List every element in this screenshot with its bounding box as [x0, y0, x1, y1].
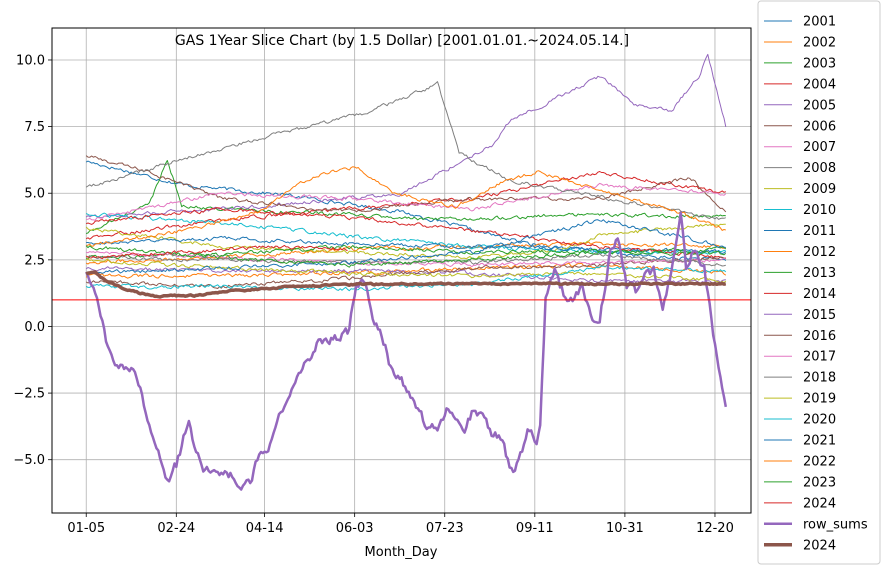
- legend-entry: 2021: [803, 434, 836, 449]
- series-line-2021: [86, 219, 726, 274]
- x-axis-ticks: 01-05 02-24 04-14 06-03 07-23 09-11 10-31 12-20: [67, 513, 734, 536]
- legend-entry: 2007: [803, 140, 836, 155]
- legend-entry: 2015: [803, 308, 836, 323]
- y-tick-label: −2.5: [13, 387, 45, 402]
- series-line-2022: [85, 166, 726, 247]
- series-line-2020: [85, 265, 727, 292]
- series-line-2010: [85, 212, 726, 255]
- x-tick-label: 10-31: [606, 521, 644, 536]
- series-line-2016: [85, 256, 727, 289]
- legend-entry: 2011: [803, 224, 836, 239]
- series-line-2018: [86, 252, 726, 267]
- series-line-2001: [85, 160, 727, 261]
- x-tick-label: 06-03: [336, 521, 374, 536]
- legend-entry: 2001: [803, 15, 836, 30]
- legend-entry: 2005: [803, 98, 836, 113]
- series-line-2007: [86, 182, 727, 221]
- legend-entry: 2009: [803, 182, 836, 197]
- legend-entry: 2018: [803, 371, 836, 386]
- series-line-2003: [86, 160, 726, 235]
- series-line-2012: [85, 262, 727, 279]
- legend-entry: 2016: [803, 329, 836, 344]
- y-tick-label: 2.5: [24, 253, 45, 268]
- series-line-2019: [85, 258, 727, 284]
- legend-entry: 2020: [803, 413, 836, 428]
- x-tick-label: 12-20: [696, 521, 734, 536]
- legend-entry: 2023: [803, 475, 836, 490]
- legend-entry: 2008: [803, 161, 836, 176]
- y-tick-label: −5.0: [13, 453, 45, 468]
- legend-entry: 2002: [803, 35, 836, 50]
- legend-entry: row_sums: [803, 517, 868, 532]
- x-axis-label: Month_Day: [365, 545, 438, 560]
- legend-frame: [757, 0, 881, 565]
- x-tick-label: 07-23: [426, 521, 464, 536]
- series-line-row_sums: [85, 211, 728, 491]
- y-tick-label: 5.0: [24, 187, 45, 202]
- y-axis-ticks: −5.0 −2.5 0.0 2.5 5.0 7.5 10.0: [13, 53, 52, 468]
- x-tick-label: 02-24: [157, 521, 195, 536]
- legend-entry: 2013: [803, 266, 836, 281]
- legend-entry: 2010: [803, 203, 836, 218]
- legend-entry: 2024: [803, 538, 836, 553]
- legend-entry: 2014: [803, 287, 836, 302]
- chart-title: GAS 1Year Slice Chart (by 1.5 Dollar) [2…: [175, 33, 629, 49]
- grid: [52, 28, 751, 513]
- x-tick-label: 01-05: [67, 521, 105, 536]
- legend-entry: 2004: [803, 77, 836, 92]
- legend-entry: 2003: [803, 56, 836, 71]
- legend-entry: 2022: [803, 454, 836, 469]
- x-tick-label: 09-11: [516, 521, 554, 536]
- series-line-2009: [85, 223, 726, 260]
- x-tick-label: 04-14: [246, 521, 284, 536]
- legend-entry: 2006: [803, 119, 836, 134]
- y-tick-label: 10.0: [16, 53, 45, 68]
- series-line-2024: [85, 244, 348, 260]
- legend-entry: 2017: [803, 350, 836, 365]
- legend: 2001 2002 2003 2004 2005 2006 2007 2008 2009 2010…: [757, 0, 881, 565]
- legend-entry: 2012: [803, 245, 836, 260]
- y-tick-label: 0.0: [24, 320, 45, 335]
- plot-frame: [51, 27, 752, 514]
- series-line-2023: [85, 245, 727, 268]
- series-line-2008: [85, 81, 726, 220]
- data-lines: [52, 53, 751, 491]
- series-line-2024: [85, 270, 727, 299]
- legend-entry: 2024: [803, 496, 836, 511]
- legend-entry: 2019: [803, 392, 836, 407]
- y-tick-label: 7.5: [24, 120, 45, 135]
